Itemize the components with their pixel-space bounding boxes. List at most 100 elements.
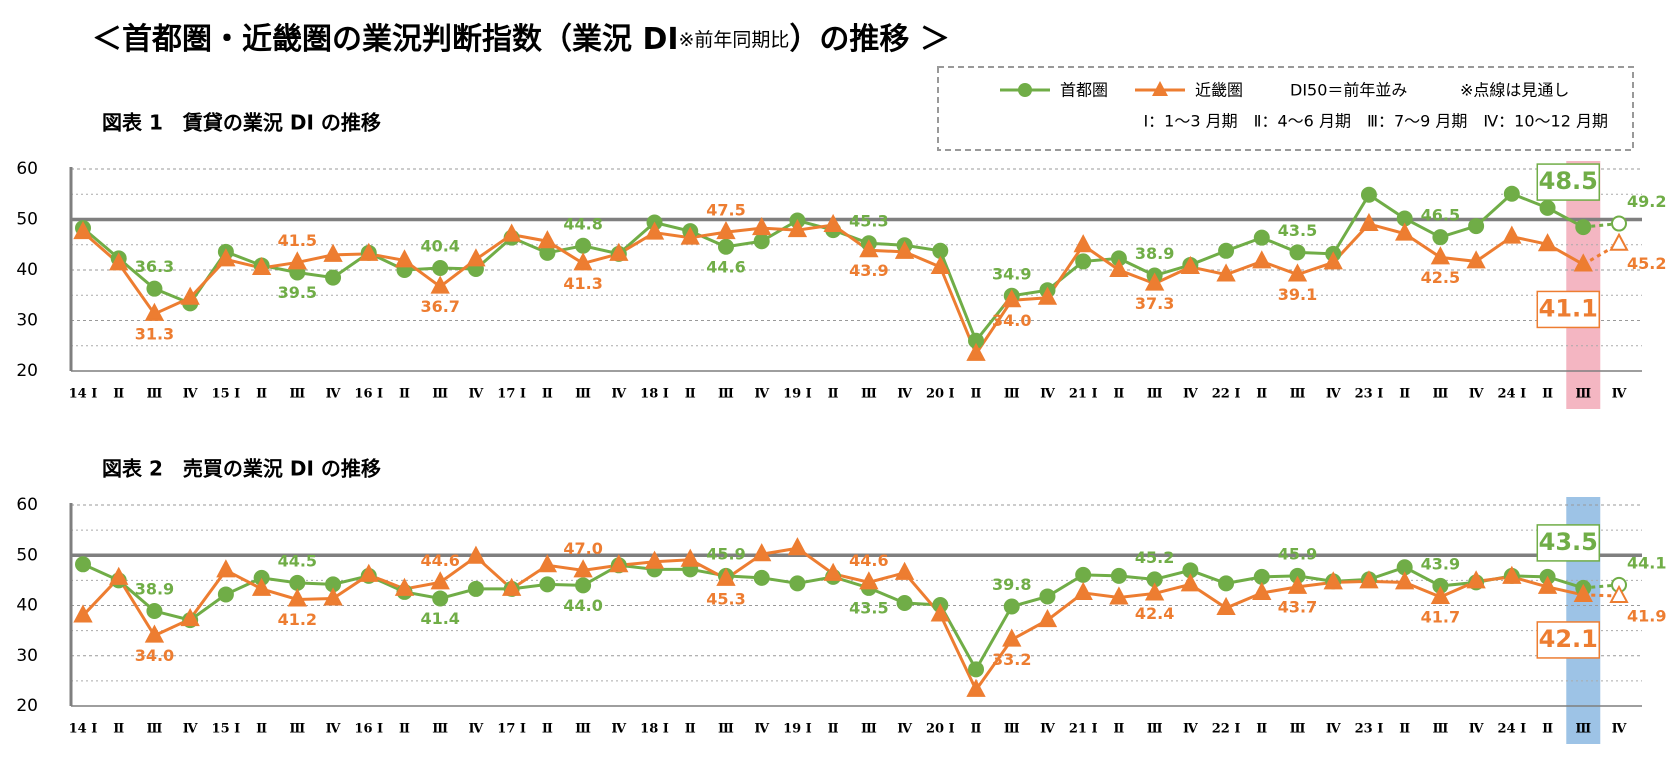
point: [1609, 584, 1629, 603]
point: [359, 563, 379, 582]
point: [1287, 575, 1308, 594]
value-label: 31.3: [135, 324, 174, 343]
point: [1466, 250, 1486, 269]
point: [930, 255, 950, 274]
value-label: 41.5: [278, 231, 317, 250]
point: [217, 586, 234, 603]
point: [1611, 215, 1627, 232]
point: [966, 342, 986, 361]
x-tick-label: Ⅳ: [1469, 387, 1484, 402]
x-tick-label: Ⅱ: [1113, 387, 1124, 402]
x-tick-label: Ⅳ: [897, 722, 912, 737]
x-tick-label: Ⅱ: [1542, 722, 1553, 737]
point: [394, 249, 415, 268]
x-tick-label: Ⅲ: [432, 722, 448, 737]
point: [216, 248, 236, 267]
page-title: ＜首都圏・近畿圏の業況判断指数（業況 DI※前年同期比）の推移 ＞: [92, 22, 950, 57]
point: [894, 561, 915, 580]
y-tick-label: 60: [16, 159, 38, 179]
point: [432, 259, 449, 276]
value-label: 41.3: [563, 274, 602, 293]
point: [75, 556, 91, 573]
value-label: 44.6: [420, 551, 459, 570]
x-tick-label: Ⅲ: [1004, 387, 1020, 402]
point: [1573, 253, 1593, 272]
y-tick-label: 20: [16, 361, 38, 381]
point: [1359, 212, 1379, 232]
point: [716, 567, 736, 586]
point: [1073, 234, 1093, 253]
value-label: 48.5: [1539, 167, 1598, 195]
point: [180, 286, 200, 305]
value-label: 45.9: [706, 544, 745, 563]
title-note: ※前年同期比: [679, 29, 790, 51]
value-label: 43.5: [849, 598, 888, 617]
point: [1002, 289, 1022, 308]
point: [394, 577, 415, 596]
x-tick-label: 16 Ⅰ: [354, 722, 383, 737]
x-tick-label: Ⅱ: [256, 387, 267, 402]
x-tick-label: Ⅲ: [289, 387, 305, 402]
x-tick-label: Ⅳ: [1326, 722, 1341, 737]
value-label: 45.9: [1278, 544, 1317, 563]
point: [1252, 581, 1272, 600]
value-label: 41.2: [278, 610, 317, 629]
x-tick-label: Ⅱ: [399, 722, 410, 737]
x-tick-label: Ⅲ: [1290, 722, 1306, 737]
x-tick-label: 14 Ⅰ: [69, 387, 98, 402]
x-tick-label: 21 Ⅰ: [1069, 722, 1098, 737]
value-label: 39.1: [1278, 285, 1317, 304]
x-tick-label: Ⅳ: [611, 387, 626, 402]
x-tick-label: 23 Ⅰ: [1355, 387, 1384, 402]
point: [859, 239, 879, 258]
point: [180, 607, 200, 627]
x-tick-label: Ⅲ: [861, 387, 877, 402]
x-tick-label: Ⅲ: [1290, 387, 1306, 402]
value-label: 47.0: [563, 539, 602, 558]
point: [466, 545, 486, 564]
legend-note: DI50＝前年並み: [1290, 81, 1407, 100]
value-label: 44.6: [706, 257, 745, 276]
point: [1360, 186, 1377, 203]
y-tick-label: 60: [16, 495, 38, 515]
point: [430, 571, 450, 590]
point: [1468, 218, 1485, 235]
y-tick-label: 30: [16, 646, 38, 666]
point: [1323, 251, 1343, 270]
value-label: 47.5: [706, 201, 745, 220]
x-tick-label: Ⅲ: [1004, 722, 1020, 737]
point: [680, 226, 700, 245]
point: [1537, 575, 1558, 594]
x-tick-label: Ⅲ: [1147, 722, 1163, 737]
point: [644, 221, 665, 240]
chart-title: 図表 1 賃貸の業況 DI の推移: [102, 111, 381, 135]
point: [539, 576, 556, 593]
x-tick-label: 17 Ⅰ: [497, 722, 526, 737]
value-label: 41.1: [1539, 294, 1598, 322]
point: [1075, 566, 1092, 583]
legend: 首都圏 近畿圏 DI50＝前年並み ※点線は見通し: [1000, 81, 1569, 100]
x-tick-label: Ⅲ: [861, 722, 877, 737]
point: [144, 302, 165, 321]
y-tick-label: 30: [16, 311, 38, 331]
callout-box: [1536, 621, 1601, 659]
x-tick-label: 23 Ⅰ: [1355, 722, 1384, 737]
x-tick-label: Ⅲ: [147, 722, 163, 737]
x-tick-label: Ⅳ: [326, 387, 341, 402]
point: [1287, 263, 1308, 282]
point: [109, 252, 129, 271]
value-label: 38.9: [1135, 244, 1174, 263]
point: [1002, 628, 1022, 647]
point: [1537, 233, 1558, 252]
point: [1573, 583, 1593, 602]
x-tick-label: Ⅳ: [1326, 387, 1341, 402]
point: [323, 243, 343, 262]
point: [1252, 250, 1272, 269]
point: [251, 256, 272, 275]
x-tick-label: Ⅳ: [754, 387, 769, 402]
point: [968, 661, 985, 678]
callout-box: [1536, 163, 1601, 201]
x-tick-label: Ⅱ: [971, 722, 982, 737]
point: [1144, 582, 1165, 601]
